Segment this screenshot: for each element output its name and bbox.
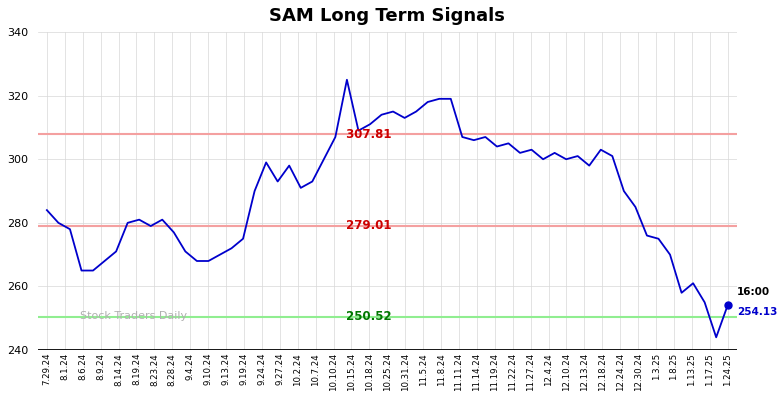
Title: SAM Long Term Signals: SAM Long Term Signals	[270, 7, 505, 25]
Text: 307.81: 307.81	[342, 128, 391, 141]
Text: 254.13: 254.13	[737, 307, 777, 317]
Text: 279.01: 279.01	[342, 219, 391, 232]
Text: Stock Traders Daily: Stock Traders Daily	[80, 311, 187, 322]
Text: 250.52: 250.52	[342, 310, 391, 323]
Text: 16:00: 16:00	[737, 287, 770, 297]
